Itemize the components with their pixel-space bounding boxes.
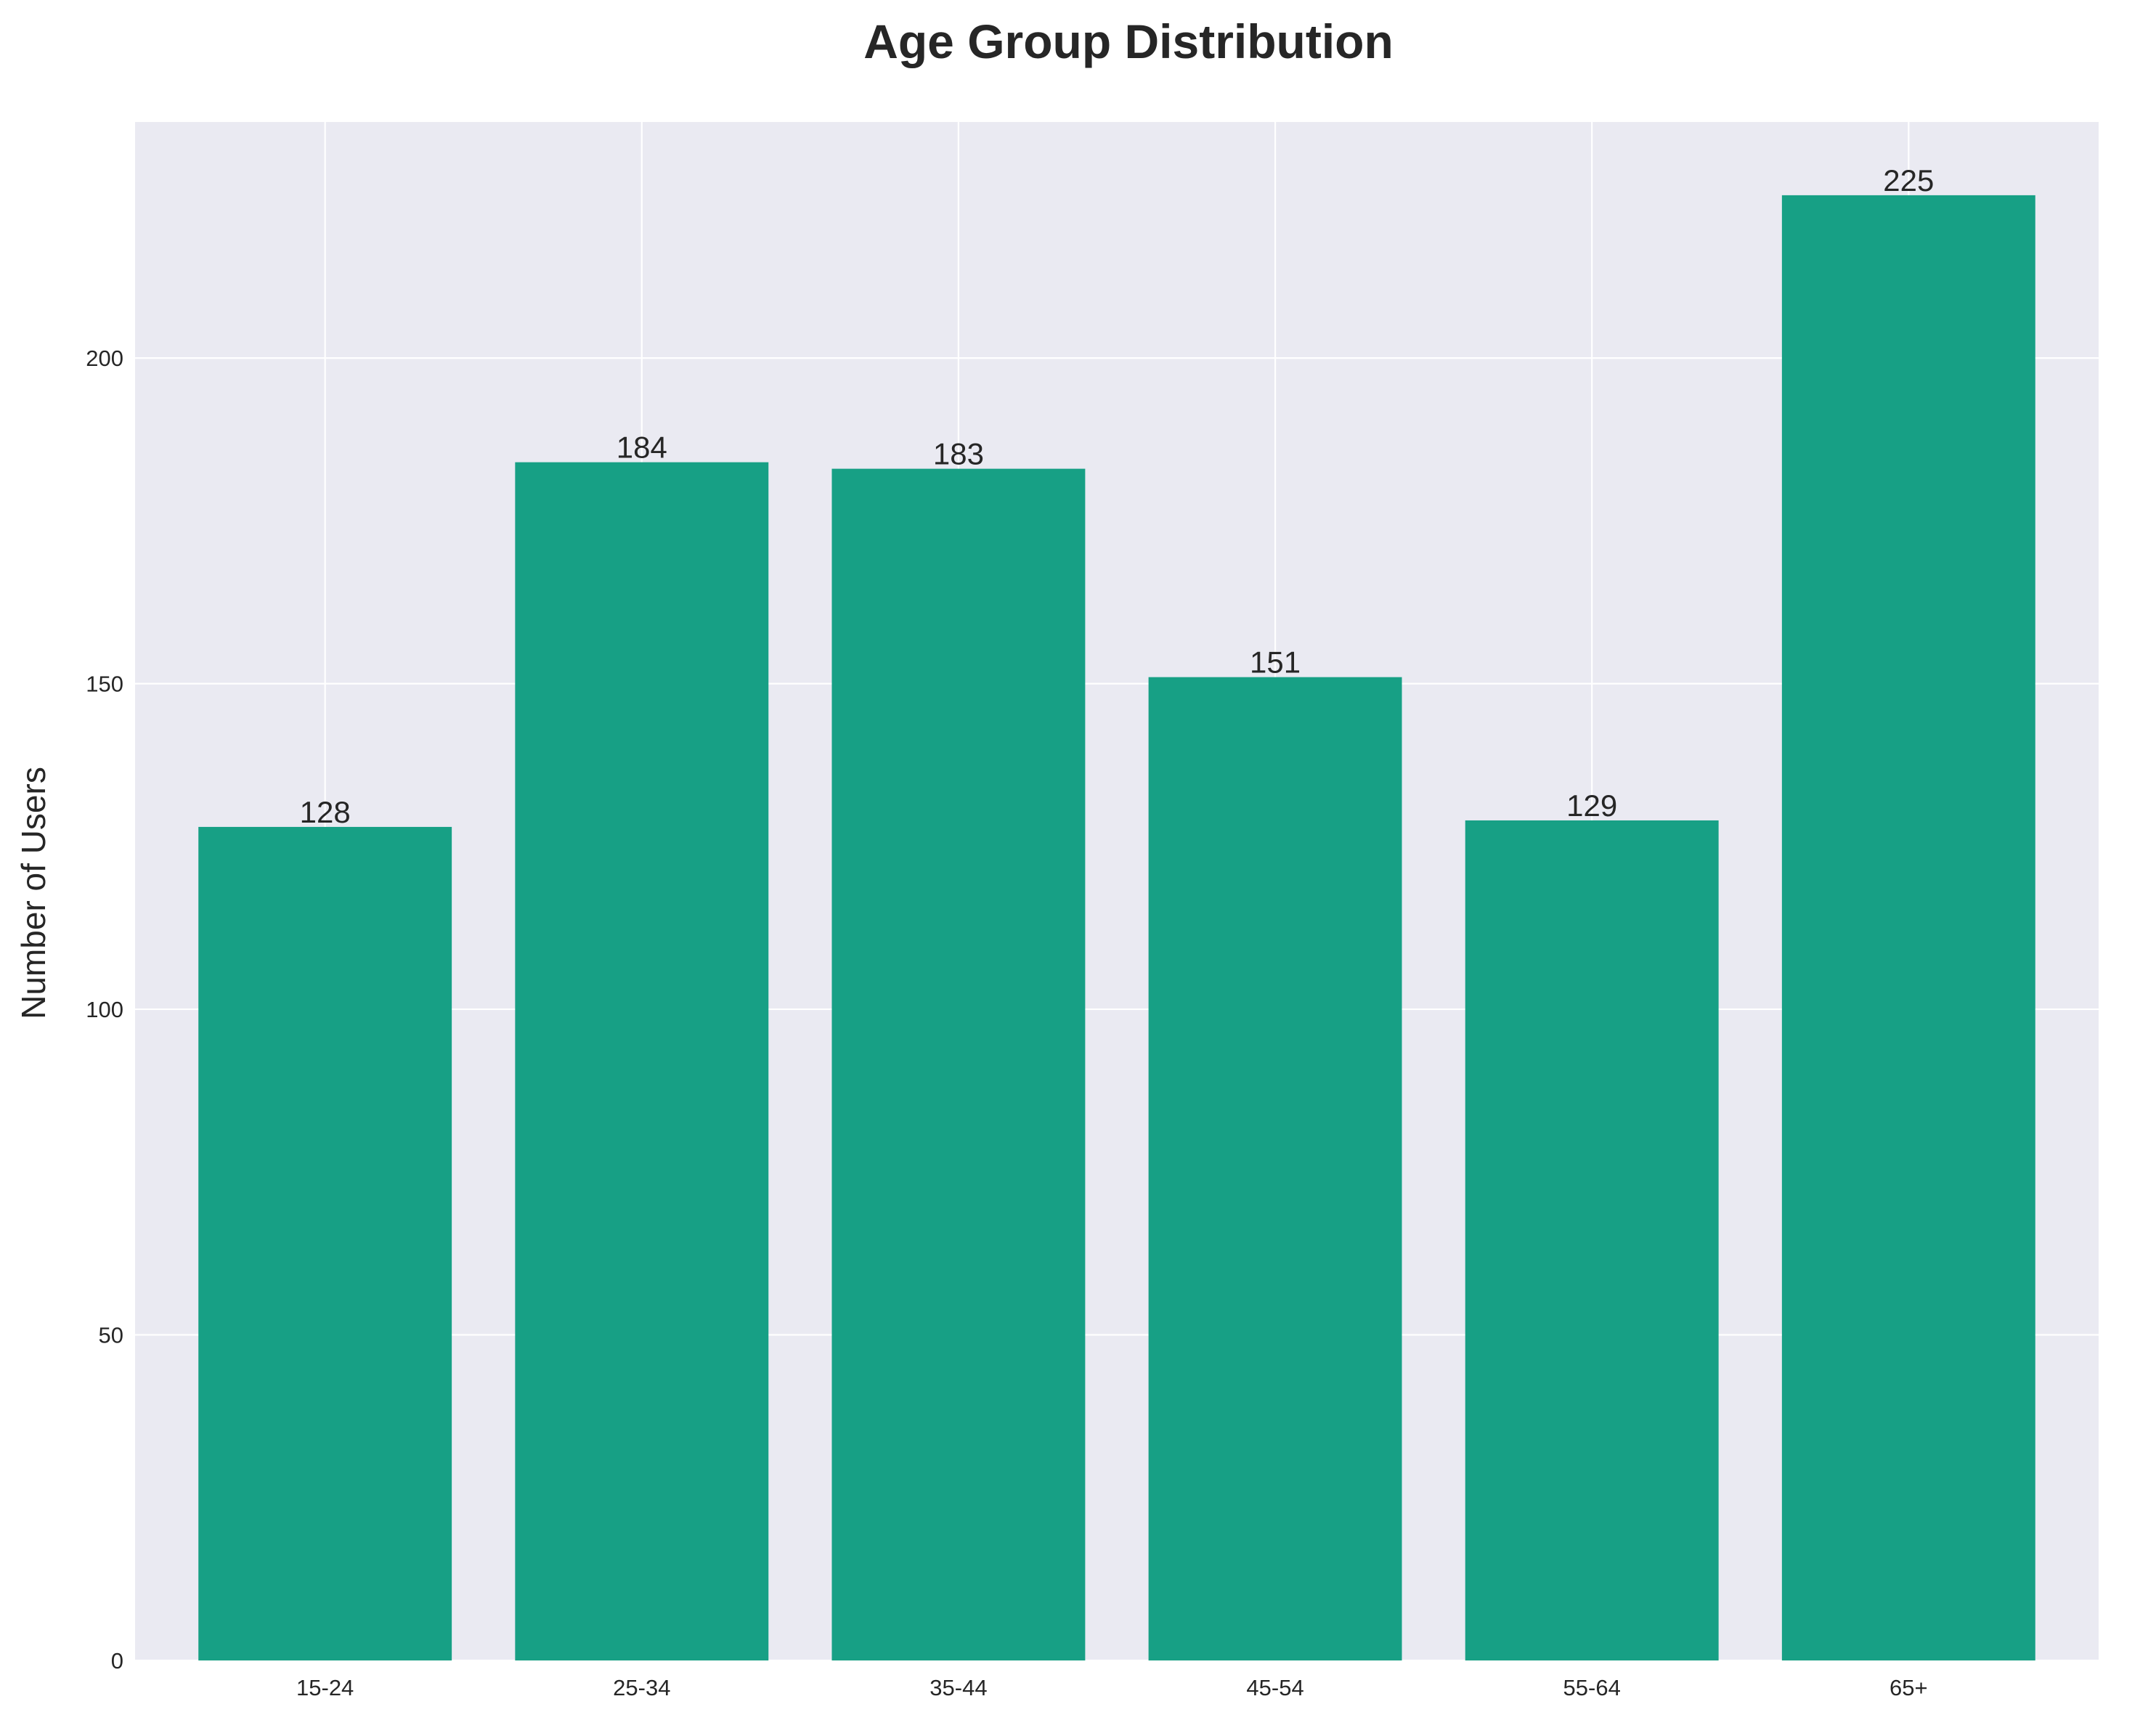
bar: [831, 468, 1086, 1660]
y-axis-ticks: 0 50 100 150 200: [86, 346, 123, 1674]
x-tick-label: 55-64: [1563, 1675, 1621, 1700]
x-tick-label: 15-24: [296, 1675, 354, 1700]
bar: [1781, 195, 2035, 1660]
bar-value-label: 184: [617, 431, 667, 465]
x-axis-ticks: 15-24 25-34 35-44 45-54 55-64 65+: [296, 1675, 1928, 1700]
bar-value-label: 183: [933, 437, 984, 471]
y-tick-label: 200: [86, 346, 123, 371]
x-tick-label: 45-54: [1246, 1675, 1303, 1700]
x-tick-label: 35-44: [929, 1675, 987, 1700]
bar-value-label: 128: [300, 795, 351, 829]
bar: [198, 826, 452, 1660]
x-tick-label: 65+: [1889, 1675, 1928, 1700]
value-labels: 128 184 183 151 129 225: [300, 163, 1935, 829]
y-tick-label: 150: [86, 672, 123, 697]
y-axis-label: Number of Users: [15, 767, 52, 1019]
bar-value-label: 225: [1883, 163, 1934, 197]
bars: [198, 195, 2035, 1661]
x-tick-label: 25-34: [613, 1675, 670, 1700]
bar: [515, 462, 769, 1661]
y-tick-label: 0: [111, 1648, 123, 1674]
bar-value-label: 129: [1566, 788, 1617, 823]
bar: [1465, 820, 1719, 1660]
bar-value-label: 151: [1250, 645, 1301, 680]
y-tick-label: 100: [86, 997, 123, 1022]
plot-area: [135, 122, 2099, 1660]
y-tick-label: 50: [99, 1323, 123, 1348]
bar: [1148, 677, 1402, 1661]
chart-title: Age Group Distribution: [863, 15, 1394, 68]
